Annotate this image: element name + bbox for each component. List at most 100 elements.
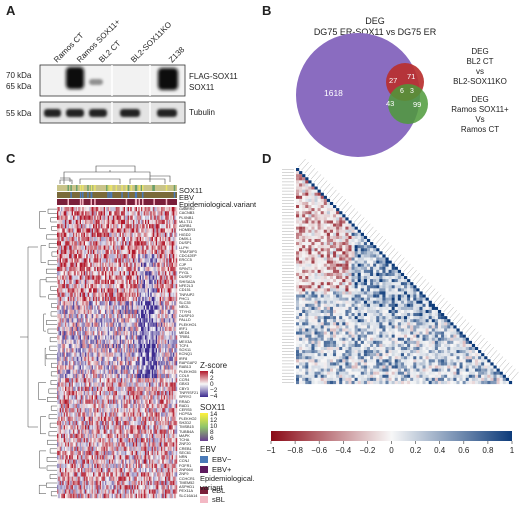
corr-tick-label: −1 [266, 446, 276, 455]
marker-55kda: 55 kDa [6, 109, 32, 118]
gene-label: DMXL1 [179, 236, 192, 241]
sox11-colorbar [200, 413, 208, 441]
gene-label: ZNF664 [179, 468, 193, 472]
gene-label: MLLT11 [179, 219, 193, 224]
gene-label: TRAF3IP3 [179, 249, 197, 254]
gene-label: PEX11A [179, 489, 194, 494]
zscore-tick: −4 [210, 393, 218, 400]
zscore-legend-title: Z-score [200, 361, 228, 370]
gene-label: GABRR2 [179, 206, 195, 211]
ebv-pos-swatch [200, 466, 208, 473]
venn-overlap-purple-red: 27 [389, 76, 398, 85]
venn-title-line2: DG75 ER-SOX11 vs DG75 ER [313, 27, 437, 37]
band-label-sox11: SOX11 [189, 83, 215, 92]
gene-label: KCNQ1 [179, 352, 193, 357]
zscore-tick: −2 [210, 387, 218, 394]
gene-label: FGFR1 [179, 463, 192, 468]
corr-tick-label: −0.4 [335, 446, 352, 455]
corr-tick-label: 0 [389, 446, 394, 455]
corr-tick-label: −0.8 [287, 446, 303, 455]
western-blot [39, 64, 186, 124]
venn-red-label-line: vs [476, 67, 484, 76]
ebv-legend-neg: EBV− [212, 455, 232, 464]
venn-green-label: DEG Ramos SOX11+ Vs Ramos CT [438, 95, 520, 135]
gene-label: CBY3 [179, 386, 189, 391]
gene-label: CCR4 [179, 378, 190, 383]
tubulin-band-1 [44, 109, 61, 117]
gene-label: DUSP2 [179, 275, 192, 280]
annot-label-sox11: SOX11 [179, 186, 203, 195]
gene-label: CCNJ [179, 459, 190, 464]
gene-label: RRAD [179, 399, 190, 404]
gene-label: CACNB3 [179, 211, 195, 216]
gene-label: ASPHD1 [179, 485, 195, 490]
corr-tick-label: 0.2 [410, 446, 422, 455]
gene-label: SEC61 [179, 450, 192, 455]
sox11-legend-title: SOX11 [200, 403, 226, 412]
gene-label: RAD1 [179, 403, 190, 408]
venn-red-label-line: BL2-SOX11KO [453, 77, 507, 86]
gene-label: PLEKHG5 [179, 369, 197, 374]
corr-cells [296, 168, 513, 385]
annotation-bars [57, 185, 177, 205]
gene-label: SPINT1 [179, 266, 193, 271]
venn-green-label-line: Ramos CT [460, 125, 500, 134]
corr-tick-label: −0.6 [311, 446, 328, 455]
venn-green-label-line: Ramos SOX11+ [451, 105, 509, 114]
annot-label-ebv: EBV [179, 193, 195, 202]
tubulin-band-5 [157, 109, 177, 117]
gene-label: IRF1 [179, 326, 188, 331]
venn-count-green: 99 [413, 100, 422, 109]
gene-label: PLEKHO2 [179, 416, 197, 421]
gene-label: TNFAIP2 [179, 292, 195, 297]
gene-label: TCHA [179, 438, 190, 442]
gene-label: ZNF20 [179, 442, 191, 447]
gene-label: CD151 [179, 288, 191, 293]
band-label-tubulin: Tubulin [189, 108, 215, 117]
gene-label: PLXNB1 [179, 215, 194, 220]
gene-label: TTYH3 [179, 309, 192, 314]
venn-circle-green [388, 84, 428, 124]
corr-tick-label: 0.6 [458, 446, 470, 455]
panel-c-letter: C [6, 151, 16, 166]
venn-count-big-text: 1618 [324, 88, 343, 98]
gene-label: MED4 [179, 331, 190, 335]
tubulin-band-3 [89, 109, 107, 117]
epi-legend-sbl: sBL [212, 495, 225, 504]
gene-label: PYGL [179, 271, 190, 276]
corr-tick-label: 0.4 [434, 446, 446, 455]
venn-circle-purple [296, 33, 420, 157]
gene-label: HOMER3 [179, 228, 196, 233]
epi-legend-ebl: eBL [212, 486, 226, 495]
heatmap-legends [200, 371, 208, 503]
zscore-tick: 4 [210, 369, 214, 376]
gene-label: SLC35 [179, 301, 191, 306]
venn-overlap-purple-green: 43 [386, 99, 395, 108]
gene-label: RAB13 [179, 365, 192, 370]
panel-a-letter: A [6, 3, 16, 18]
ebv-neg-swatch [200, 456, 208, 463]
gene-label: ZNF9 [179, 472, 189, 477]
gene-label: ADRB1 [179, 224, 192, 229]
zscore-tick: 2 [210, 375, 214, 382]
gene-label: HCPSA [179, 412, 193, 417]
gene-label: LLPH [179, 245, 189, 250]
annot-label-epi: Epidemiological.variant [179, 200, 257, 209]
gene-label: RAPGAP2 [179, 361, 197, 365]
venn-green-label-line: Vs [475, 115, 485, 124]
band-z138 [158, 68, 178, 90]
venn-overlap-red-green: 3 [410, 88, 414, 95]
band-ramos-sox11 [66, 67, 84, 89]
corr-tick-label: −0.2 [359, 446, 376, 455]
band-bl2-ct [89, 79, 103, 85]
gene-label: COL9 [179, 373, 189, 378]
heatmap-cells [57, 207, 178, 499]
gene-label: GBX3 [179, 382, 190, 387]
marker-70kda: 70 kDa [6, 71, 32, 80]
ebl-swatch [200, 487, 208, 494]
gene-label: MAPK [179, 433, 190, 438]
gene-label: CERS5 [179, 408, 192, 413]
zscore-colorbar [200, 371, 208, 397]
marker-65kda: 65 kDa [6, 82, 32, 91]
